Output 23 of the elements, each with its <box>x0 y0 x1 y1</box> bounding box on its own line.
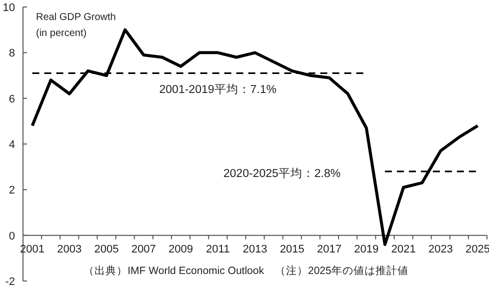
x-tick-label: 2023 <box>428 243 453 256</box>
x-tick-label: 2019 <box>354 243 379 256</box>
y-tick-label: 4 <box>8 139 15 151</box>
x-tick-label: 2009 <box>168 243 193 256</box>
x-tick-label: 2013 <box>242 243 268 256</box>
y-tick-label: 6 <box>8 93 15 106</box>
x-tick-label: 2021 <box>391 243 416 256</box>
x-tick-label: 2007 <box>131 243 156 256</box>
y-tick-label: -2 <box>5 276 15 286</box>
x-tick-label: 2005 <box>94 243 119 256</box>
y-tick-label: 8 <box>8 48 15 60</box>
y-tick-label: 0 <box>8 230 15 242</box>
annotation: （出典）IMF World Economic Outlook （注）2025年の値は推計値 <box>84 264 408 277</box>
x-tick-label: 2015 <box>280 243 304 256</box>
y-tick-label: 10 <box>2 2 15 14</box>
annotation: 2001-2019平均：7.1% <box>159 83 276 96</box>
x-tick-label: 2017 <box>317 243 342 256</box>
x-tick-label: 2003 <box>57 243 82 256</box>
y-axis-title: Real GDP Growth (in percent) <box>36 12 116 39</box>
line-series <box>30 28 480 246</box>
x-tick-label: 2011 <box>206 243 230 256</box>
y-tick-label: 2 <box>8 184 15 197</box>
annotation: 2020-2025平均：2.8% <box>223 167 341 180</box>
